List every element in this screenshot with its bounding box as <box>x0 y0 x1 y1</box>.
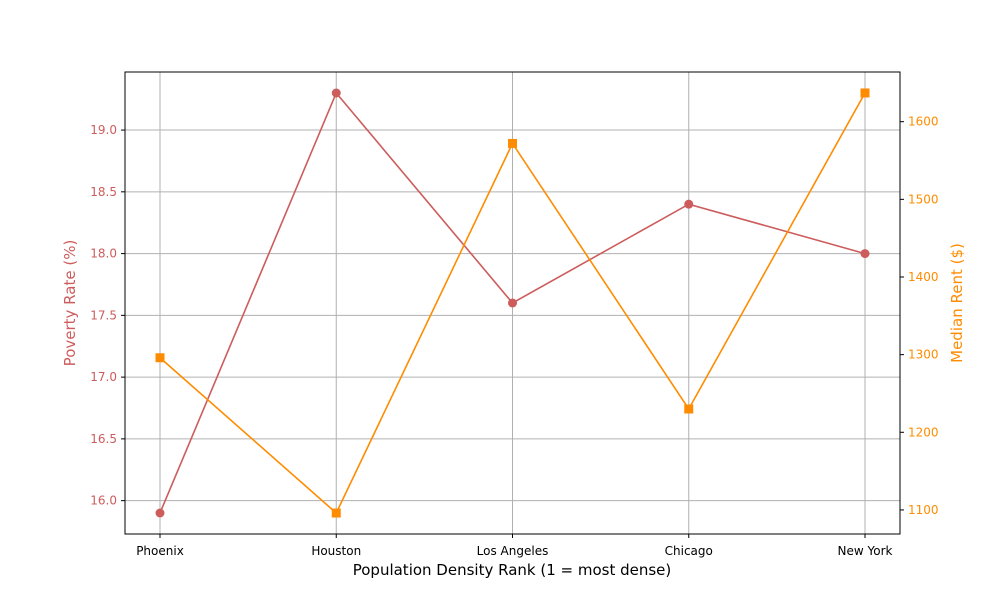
series-1-marker <box>860 249 870 259</box>
series-1-marker <box>684 199 694 209</box>
y-left-axis-label: Poverty Rate (%) <box>61 240 79 367</box>
series-1-marker <box>508 298 517 308</box>
series-2-marker <box>860 88 870 98</box>
x-tick-label: New York <box>838 544 893 558</box>
y-left-tick-label: 18.5 <box>90 185 117 199</box>
y-right-tick-label: 1300 <box>908 348 939 362</box>
y-right-tick-label: 1100 <box>908 503 939 517</box>
series-2 <box>155 88 870 518</box>
series-2-marker <box>684 404 694 414</box>
y-right-tick-label: 1200 <box>908 425 939 439</box>
y-left-tick-label: 17.0 <box>90 370 117 384</box>
y-right-tick-label: 1500 <box>908 192 939 206</box>
series-layer <box>155 88 870 518</box>
y-left-tick-label: 16.5 <box>90 432 117 446</box>
y-left-tick-label: 16.0 <box>90 494 117 508</box>
y-left-tick-label: 17.5 <box>90 308 117 322</box>
y-left-axis-ticks: 16.0 16.5 17.0 17.5 18.0 18.5 19.0 <box>90 123 125 508</box>
series-2-marker <box>331 508 341 518</box>
y-right-tick-label: 1400 <box>908 270 939 284</box>
x-axis-label: Population Density Rank (1 = most dense) <box>353 561 672 579</box>
y-right-tick-label: 1600 <box>908 115 939 129</box>
series-1-marker <box>331 88 341 98</box>
x-axis-ticks: Phoenix Houston Los Angeles Chicago New York <box>136 534 893 558</box>
x-tick-label: Houston <box>311 544 361 558</box>
x-tick-label: Phoenix <box>136 544 184 558</box>
series-2-marker <box>155 353 165 363</box>
series-1 <box>155 88 870 518</box>
y-right-axis-ticks: 1100 1200 1300 1400 1500 1600 <box>900 115 939 517</box>
y-left-tick-label: 19.0 <box>90 123 117 137</box>
series-2-marker <box>508 138 517 148</box>
series-1-marker <box>155 508 165 518</box>
grid <box>125 72 900 534</box>
x-tick-label: Los Angeles <box>477 544 549 558</box>
x-tick-label: Chicago <box>665 544 713 558</box>
y-right-axis-label: Median Rent ($) <box>948 243 966 363</box>
y-left-tick-label: 18.0 <box>90 247 117 261</box>
